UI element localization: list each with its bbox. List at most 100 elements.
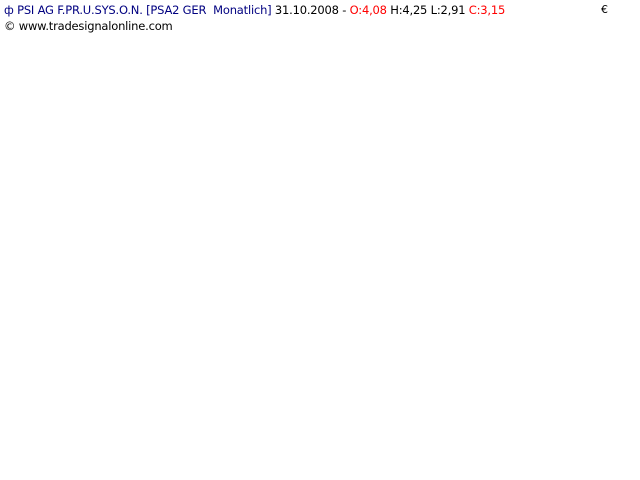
candle[interactable]	[35, 229, 41, 321]
candle[interactable]	[232, 192, 239, 213]
trend-blue-support-line[interactable]	[228, 155, 596, 174]
candle[interactable]	[517, 94, 524, 148]
candle[interactable]	[69, 288, 75, 329]
candle[interactable]	[7, 47, 14, 124]
channel-bottom-edge[interactable]	[323, 153, 596, 168]
candle[interactable]	[171, 121, 177, 149]
candle[interactable]	[225, 173, 232, 200]
candle[interactable]	[341, 59, 347, 95]
candle[interactable]	[361, 116, 368, 146]
volume-bar	[75, 441, 82, 460]
volume-bar	[395, 414, 402, 460]
candle[interactable]	[429, 108, 436, 142]
trend-red-down-line[interactable]	[465, 61, 597, 159]
candle[interactable]	[191, 148, 198, 181]
candle[interactable]	[395, 119, 402, 159]
trend-green-long-line[interactable]	[57, 95, 597, 426]
candle[interactable]	[300, 119, 307, 166]
candle[interactable]	[198, 171, 205, 204]
volume-bar	[477, 442, 483, 460]
candle[interactable]	[531, 119, 538, 137]
candle[interactable]	[75, 291, 82, 335]
candle[interactable]	[21, 142, 28, 202]
resize-handle[interactable]	[588, 451, 597, 460]
candle[interactable]	[449, 76, 456, 121]
candle[interactable]	[103, 202, 109, 256]
price-channel[interactable]	[323, 54, 596, 167]
candle[interactable]	[143, 118, 150, 159]
candle[interactable]	[273, 146, 279, 173]
candle[interactable]	[28, 176, 35, 258]
candle[interactable]	[409, 124, 415, 148]
candle[interactable]	[334, 74, 341, 126]
candle[interactable]	[62, 286, 69, 325]
candle[interactable]	[184, 139, 191, 169]
trend-green-short-line[interactable]	[207, 120, 597, 267]
candle[interactable]	[313, 146, 320, 166]
volume-bar	[21, 439, 28, 460]
candle[interactable]	[239, 151, 245, 211]
candle[interactable]	[55, 294, 62, 424]
candle[interactable]	[89, 272, 96, 334]
candle[interactable]	[211, 203, 218, 234]
candle[interactable]	[490, 124, 497, 146]
candle[interactable]	[164, 77, 171, 149]
candle[interactable]	[150, 109, 157, 149]
candle[interactable]	[524, 119, 531, 142]
candle[interactable]	[96, 238, 103, 293]
candle[interactable]	[347, 56, 354, 115]
candle[interactable]	[245, 153, 252, 176]
candle[interactable]	[14, 118, 21, 203]
candle-body	[14, 119, 21, 164]
candle[interactable]	[41, 257, 48, 315]
candle[interactable]	[1, 37, 7, 64]
candle[interactable]	[470, 62, 477, 118]
candle-body	[320, 105, 327, 148]
candle[interactable]	[82, 296, 89, 335]
candle[interactable]	[109, 143, 116, 218]
candle[interactable]	[218, 174, 225, 225]
candle[interactable]	[511, 98, 517, 122]
candle[interactable]	[130, 105, 137, 139]
x-tick-label: Jul	[45, 467, 59, 480]
candle[interactable]	[116, 104, 123, 149]
candle[interactable]	[504, 113, 511, 148]
trend-thin-red-line[interactable]	[79, 0, 474, 459]
candle[interactable]	[137, 108, 143, 152]
candle[interactable]	[381, 119, 388, 146]
candle[interactable]	[177, 121, 184, 152]
candle[interactable]	[456, 91, 463, 100]
candle[interactable]	[477, 85, 483, 113]
candle[interactable]	[354, 94, 361, 152]
candle[interactable]	[538, 124, 545, 150]
candle[interactable]	[436, 77, 443, 125]
candle[interactable]	[402, 119, 409, 144]
x-tick-label: 2006	[332, 467, 360, 480]
candle[interactable]	[252, 146, 259, 170]
candle[interactable]	[443, 82, 449, 106]
candle[interactable]	[279, 145, 286, 170]
candle[interactable]	[422, 121, 429, 139]
candle[interactable]	[307, 141, 313, 166]
candle[interactable]	[415, 128, 422, 149]
candle[interactable]	[483, 88, 490, 162]
channel-top-edge[interactable]	[323, 53, 596, 67]
candle-body	[48, 279, 55, 390]
candle[interactable]	[368, 124, 375, 151]
candle[interactable]	[259, 127, 266, 168]
candle[interactable]	[388, 129, 395, 156]
candle[interactable]	[48, 277, 55, 398]
candle[interactable]	[266, 141, 273, 162]
candle[interactable]	[286, 132, 293, 161]
candle[interactable]	[293, 129, 300, 148]
candle[interactable]	[157, 87, 164, 139]
candle[interactable]	[497, 117, 504, 142]
candle[interactable]	[463, 61, 470, 106]
candle[interactable]	[327, 84, 334, 119]
candle[interactable]	[320, 98, 327, 154]
candle-body	[205, 191, 211, 206]
candle[interactable]	[375, 124, 381, 144]
candle[interactable]	[545, 143, 551, 209]
candle[interactable]	[123, 113, 130, 135]
candle[interactable]	[205, 184, 211, 265]
